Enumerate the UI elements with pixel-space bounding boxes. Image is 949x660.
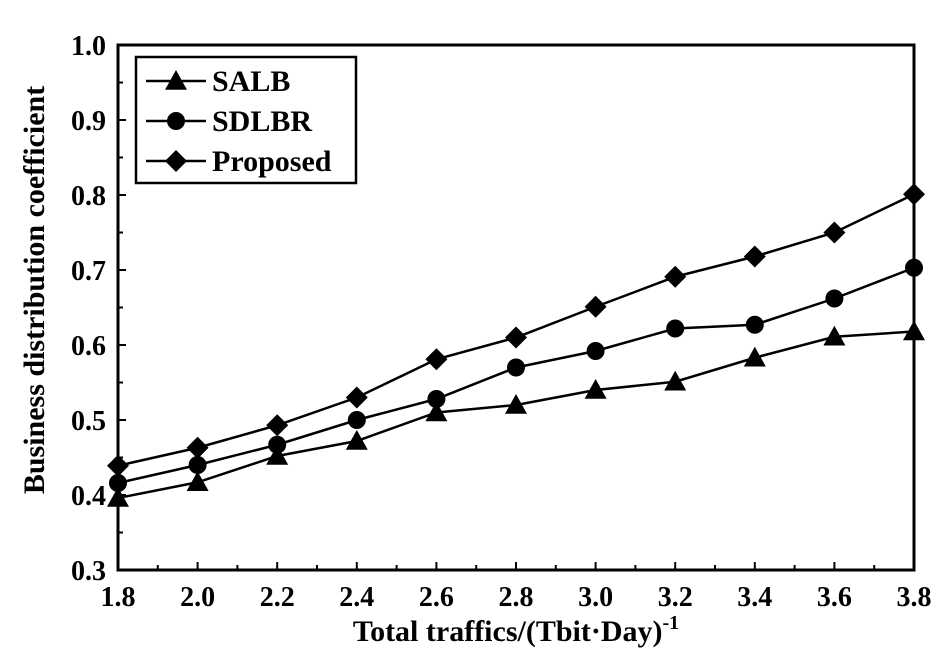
y-axis-label: Business distribution coefficient: [18, 86, 51, 494]
x-tick-label: 2.0: [180, 582, 215, 613]
data-point-sdlbr: [188, 456, 207, 474]
data-point-salb: [425, 401, 448, 422]
data-point-salb: [743, 346, 766, 367]
x-axis-label-exponent: -1: [663, 612, 680, 634]
x-tick-label: 3.0: [578, 582, 613, 613]
data-point-sdlbr: [268, 435, 287, 454]
series-proposed: [107, 183, 925, 477]
data-point-salb: [186, 471, 209, 492]
data-point-proposed: [266, 414, 289, 437]
y-tick-label: 0.6: [71, 331, 106, 362]
series-line-salb: [117, 330, 915, 500]
data-point-sdlbr: [745, 315, 764, 334]
y-tick-label: 1.0: [71, 31, 106, 62]
y-tick-label: 0.9: [71, 106, 106, 137]
x-tick-label: 3.4: [737, 582, 772, 613]
data-point-sdlbr: [666, 319, 685, 338]
data-point-sdlbr: [109, 474, 127, 492]
data-point-salb: [505, 394, 527, 414]
data-point-salb: [903, 320, 925, 341]
data-point-proposed: [823, 221, 846, 244]
legend-label-sdlbr: SDLBR: [212, 105, 312, 138]
data-point-sdlbr: [427, 390, 446, 408]
legend-marker-proposed: [165, 150, 187, 172]
data-point-sdlbr: [825, 289, 844, 308]
x-tick-label: 1.8: [101, 582, 136, 613]
data-point-salb: [584, 379, 607, 399]
x-tick-label: 2.4: [339, 582, 374, 613]
legend: SALB SDLBR Proposed: [134, 55, 358, 185]
data-point-salb: [345, 430, 368, 450]
legend-label-salb: SALB: [212, 65, 290, 98]
data-point-salb: [266, 445, 289, 465]
data-point-proposed: [345, 386, 368, 409]
series-salb: [107, 320, 925, 507]
data-point-proposed: [107, 454, 129, 477]
data-point-proposed: [425, 348, 448, 371]
data-point-salb: [107, 487, 129, 507]
data-point-sdlbr: [905, 258, 923, 277]
data-point-proposed: [584, 295, 607, 318]
data-point-sdlbr: [586, 342, 605, 360]
x-tick-label: 3.6: [817, 582, 852, 613]
data-point-sdlbr: [347, 411, 366, 429]
tick-labels: 1.8 2.0 2.2 2.4 2.6 2.8 3.0 3.2 3.4 3.6 3.8 0.3 0.4 0…: [71, 31, 932, 613]
data-point-proposed: [505, 326, 527, 349]
data-point-sdlbr: [507, 358, 525, 377]
y-tick-label: 0.8: [71, 181, 106, 212]
data-point-salb: [823, 325, 846, 346]
y-tick-label: 0.7: [71, 256, 106, 287]
legend-label-proposed: Proposed: [212, 145, 332, 178]
x-axis-label: Total traffics/(Tbit·Day)-1: [353, 612, 679, 648]
y-tick-label: 0.4: [71, 481, 106, 512]
x-tick-label: 2.2: [260, 582, 295, 613]
x-tick-label: 3.2: [658, 582, 693, 613]
series-sdlbr: [109, 258, 923, 492]
legend-marker-salb: [165, 70, 187, 90]
legend-marker-sdlbr: [167, 112, 185, 130]
y-tick-label: 0.3: [71, 556, 106, 587]
data-point-proposed: [743, 245, 766, 268]
y-tick-label: 0.5: [71, 406, 106, 437]
data-point-proposed: [903, 183, 925, 206]
x-tick-label: 3.8: [897, 582, 932, 613]
x-tick-label: 2.8: [499, 582, 534, 613]
data-point-proposed: [664, 265, 687, 288]
data-point-salb: [664, 370, 687, 391]
series-layer: [107, 183, 925, 507]
x-tick-label: 2.6: [419, 582, 454, 613]
data-point-proposed: [186, 436, 209, 459]
